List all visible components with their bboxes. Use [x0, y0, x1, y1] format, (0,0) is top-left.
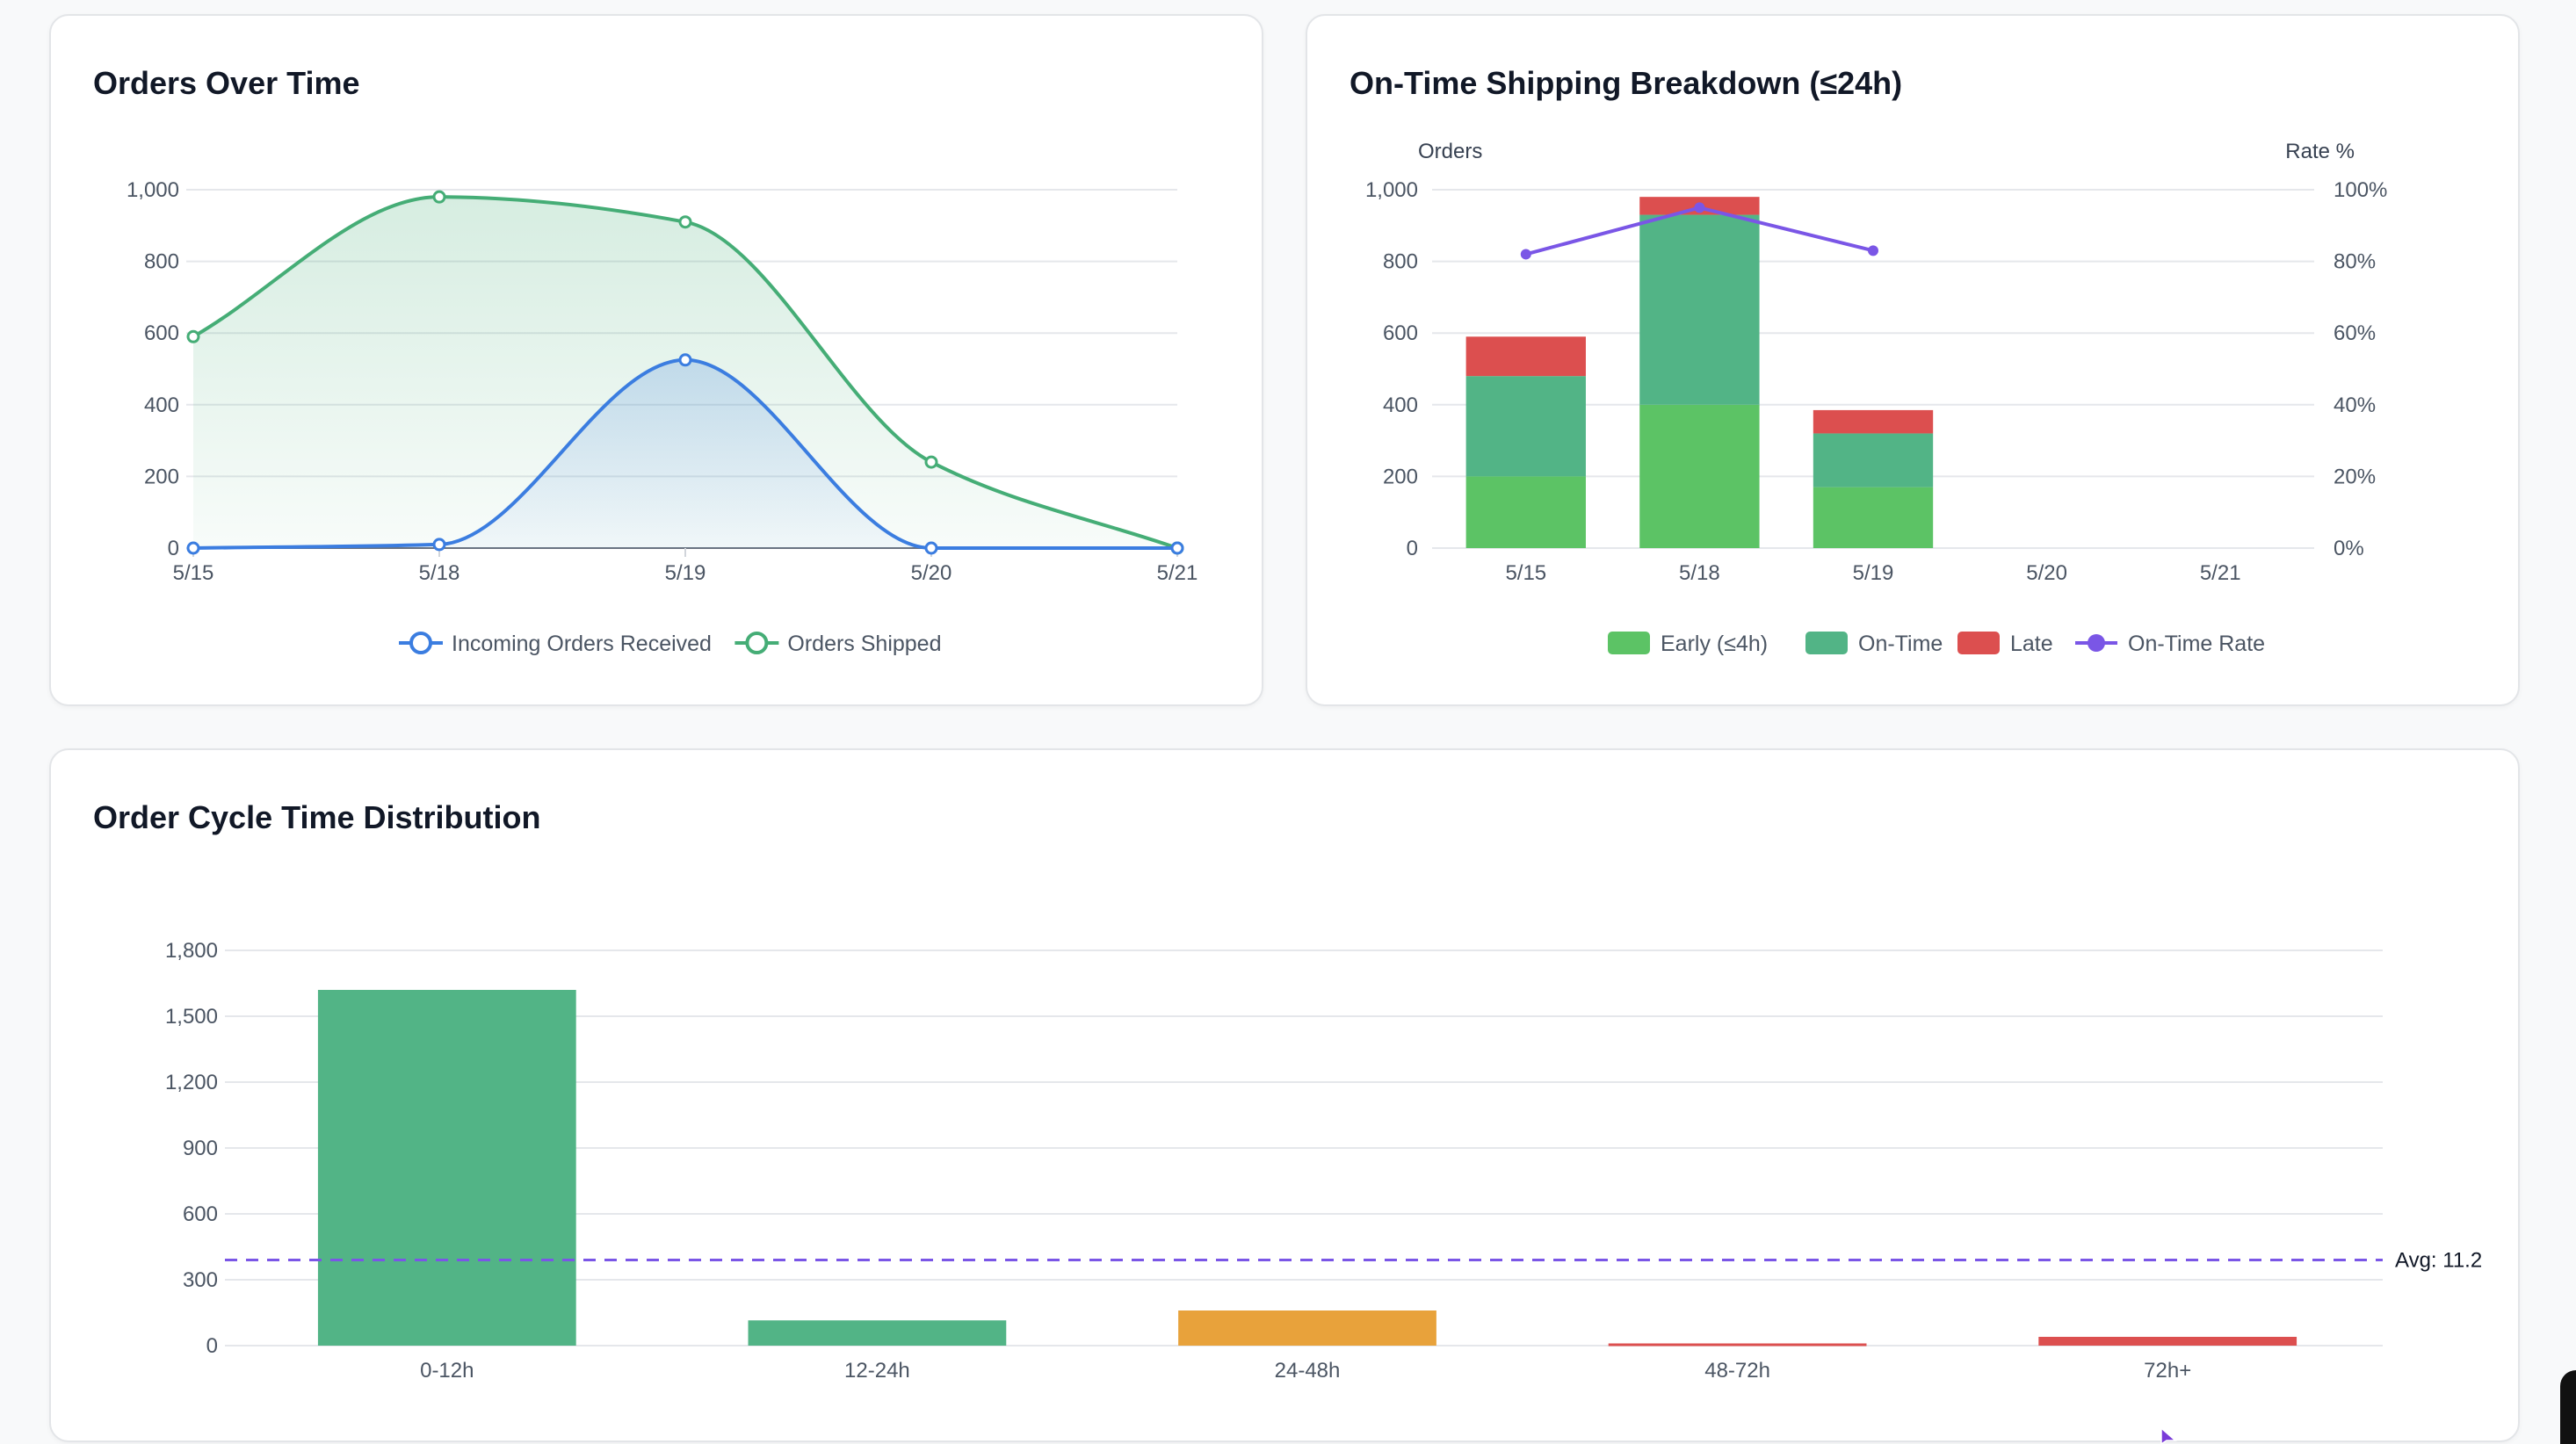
- shipping-bar-segment: [1465, 376, 1586, 477]
- cycle-chart-title: Order Cycle Time Distribution: [93, 799, 541, 835]
- shipping-bar-segment: [1639, 404, 1760, 548]
- shipping-legend-label: On-Time Rate: [2128, 632, 2265, 656]
- orders-data-point: [432, 190, 446, 204]
- orders-legend-label: Incoming Orders Received: [452, 632, 712, 656]
- orders-y-tick-label: 0: [168, 537, 179, 560]
- cycle-y-tick-label: 600: [183, 1202, 218, 1226]
- orders-x-tick-label: 5/18: [419, 561, 460, 585]
- legend-swatch-icon: [1608, 632, 1650, 654]
- shipping-y2-axis-title: Rate %: [2285, 140, 2355, 163]
- cycle-x-tick-label: 48-72h: [1704, 1359, 1770, 1383]
- legend-swatch-icon: [1957, 632, 2000, 654]
- orders-y-tick-label: 200: [144, 465, 179, 488]
- cycle-x-tick-label: 12-24h: [844, 1359, 910, 1383]
- shipping-y-axis-title: Orders: [1418, 140, 1482, 163]
- orders-over-time-card: Orders Over Time 0 200 400 600 800 1,000 5/15 5…: [49, 14, 1263, 706]
- shipping-legend-label: Late: [2010, 632, 2053, 656]
- orders-y-tick-label: 1,000: [127, 178, 179, 202]
- order-cycle-time-chart: 0 300 600 900 1,200 1,500 1,800 0-12h 12-24h 24-4…: [165, 939, 2482, 1383]
- shipping-y-tick-label: 600: [1383, 321, 1418, 345]
- legend-marker-icon: [2088, 634, 2105, 652]
- cycle-bar: [1608, 1343, 1867, 1347]
- orders-over-time-chart: 0 200 400 600 800 1,000 5/15 5/18 5/19 5/20 5/21 In…: [127, 178, 1198, 656]
- shipping-x-tick-label: 5/21: [2200, 561, 2241, 585]
- orders-data-point: [678, 353, 692, 367]
- orders-data-point: [924, 541, 938, 555]
- cycle-bar: [748, 1320, 1007, 1346]
- cycle-y-tick-label: 1,200: [165, 1071, 218, 1094]
- shipping-y2-tick-label: 40%: [2334, 393, 2376, 417]
- cycle-x-tick-label: 0-12h: [420, 1359, 474, 1383]
- shipping-bar-segment: [1639, 214, 1760, 405]
- shipping-x-tick-label: 5/18: [1679, 561, 1720, 585]
- shipping-legend-label: On-Time: [1858, 632, 1943, 656]
- orders-x-tick-label: 5/19: [665, 561, 706, 585]
- cycle-y-tick-label: 1,500: [165, 1005, 218, 1029]
- on-time-rate-point: [1868, 245, 1878, 256]
- orders-series-area: [193, 359, 1177, 548]
- orders-data-point: [1170, 541, 1184, 555]
- shipping-bar-segment: [1465, 336, 1586, 377]
- orders-x-tick-label: 5/20: [911, 561, 952, 585]
- shipping-bar-segment: [1813, 433, 1934, 487]
- orders-y-tick-label: 400: [144, 393, 179, 417]
- on-time-rate-point: [1694, 202, 1705, 213]
- legend-swatch-icon: [1805, 632, 1848, 654]
- shipping-bar-segment: [1465, 476, 1586, 548]
- shipping-y-tick-label: 200: [1383, 465, 1418, 488]
- cycle-x-tick-label: 24-48h: [1275, 1359, 1341, 1383]
- shipping-bar-segment: [1813, 487, 1934, 548]
- orders-data-point: [186, 329, 200, 343]
- orders-chart-title: Orders Over Time: [93, 65, 360, 101]
- shipping-y-tick-label: 1,000: [1365, 178, 1418, 202]
- orders-x-tick-label: 5/15: [173, 561, 214, 585]
- shipping-y-tick-label: 400: [1383, 393, 1418, 417]
- cycle-bar: [317, 990, 576, 1346]
- orders-data-point: [432, 538, 446, 552]
- on-time-shipping-card: On-Time Shipping Breakdown (≤24h) Orders…: [1306, 14, 2520, 706]
- shipping-y-tick-label: 0: [1407, 537, 1418, 560]
- shipping-y2-tick-label: 60%: [2334, 321, 2376, 345]
- cycle-y-tick-label: 300: [183, 1268, 218, 1292]
- orders-y-tick-label: 600: [144, 321, 179, 345]
- order-cycle-time-card: Order Cycle Time Distribution 0 300 600 900…: [49, 748, 2520, 1442]
- orders-data-point: [186, 541, 200, 555]
- shipping-y2-tick-label: 80%: [2334, 250, 2376, 274]
- orders-y-tick-label: 800: [144, 250, 179, 274]
- cycle-x-tick-label: 72h+: [2144, 1359, 2191, 1383]
- legend-marker-icon: [409, 632, 432, 654]
- legend-marker-icon: [745, 632, 769, 654]
- window-edge: [2560, 1370, 2576, 1444]
- orders-data-point: [924, 455, 938, 469]
- on-time-shipping-chart: Orders Rate % 0 0% 200 20% 400 40% 600 60% 800 80% 1…: [1365, 140, 2387, 656]
- cycle-y-tick-label: 900: [183, 1137, 218, 1160]
- average-label: Avg: 11.2: [2395, 1249, 2482, 1273]
- shipping-chart-title: On-Time Shipping Breakdown (≤24h): [1350, 65, 1903, 101]
- mouse-cursor-icon: [2160, 1428, 2177, 1444]
- cycle-y-tick-label: 0: [206, 1334, 218, 1358]
- shipping-y2-tick-label: 100%: [2334, 178, 2387, 202]
- cycle-y-tick-label: 1,800: [165, 939, 218, 963]
- orders-data-point: [678, 215, 692, 229]
- shipping-x-tick-label: 5/20: [2026, 561, 2067, 585]
- shipping-y-tick-label: 800: [1383, 250, 1418, 274]
- shipping-x-tick-label: 5/19: [1853, 561, 1894, 585]
- shipping-y2-tick-label: 0%: [2334, 537, 2364, 560]
- shipping-legend-label: Early (≤4h): [1661, 632, 1768, 656]
- cycle-bar: [2038, 1337, 2297, 1346]
- shipping-bar-segment: [1813, 409, 1934, 434]
- on-time-rate-point: [1520, 249, 1531, 260]
- orders-x-tick-label: 5/21: [1157, 561, 1198, 585]
- orders-legend-label: Orders Shipped: [787, 632, 941, 656]
- shipping-y2-tick-label: 20%: [2334, 465, 2376, 488]
- cycle-bar: [1178, 1310, 1436, 1346]
- shipping-x-tick-label: 5/15: [1505, 561, 1546, 585]
